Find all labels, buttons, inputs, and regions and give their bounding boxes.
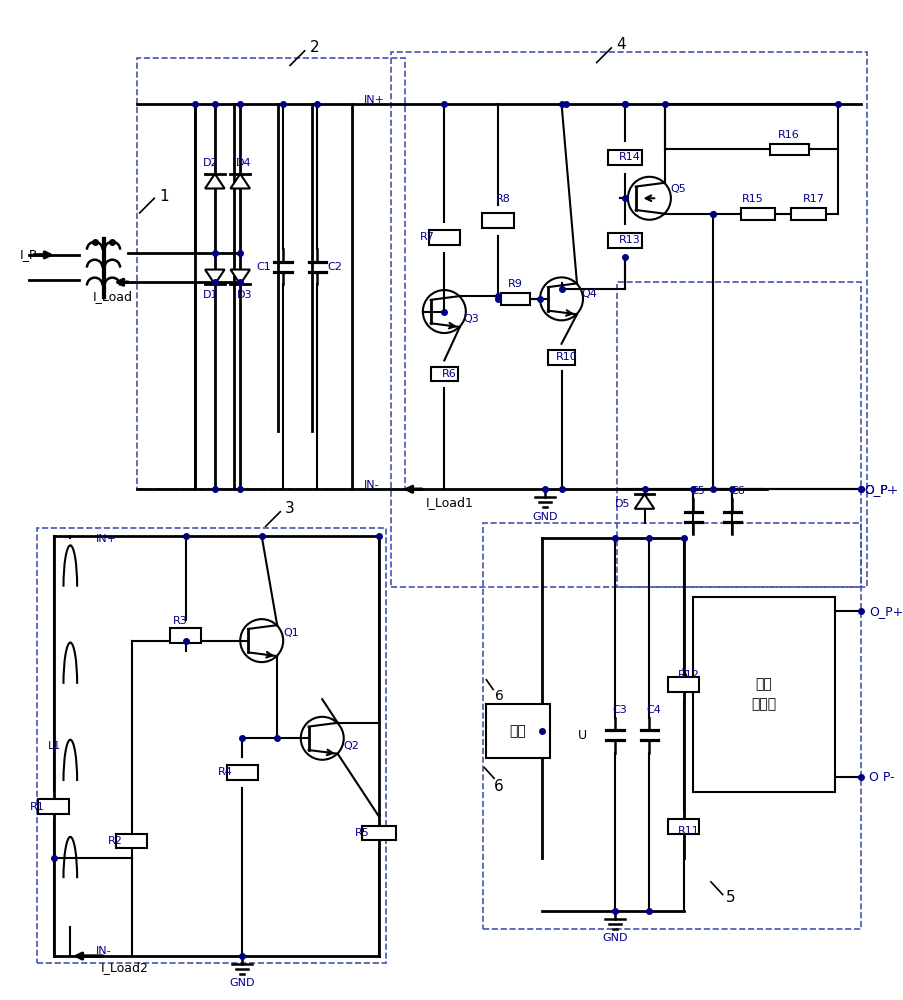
Bar bbox=[428, 230, 460, 245]
Text: O P-: O P- bbox=[868, 771, 894, 784]
Polygon shape bbox=[205, 174, 224, 189]
Text: IN-: IN- bbox=[96, 946, 111, 956]
Polygon shape bbox=[230, 270, 250, 284]
Bar bbox=[227, 765, 257, 780]
Text: L1: L1 bbox=[48, 741, 61, 751]
Bar bbox=[136, 58, 405, 489]
Text: IN-: IN- bbox=[364, 480, 379, 490]
Text: R13: R13 bbox=[619, 235, 640, 245]
Text: GND: GND bbox=[601, 933, 628, 943]
Bar bbox=[667, 819, 698, 834]
Bar bbox=[607, 233, 641, 248]
Bar bbox=[693, 597, 834, 792]
Bar bbox=[170, 628, 201, 643]
Bar bbox=[482, 213, 513, 228]
Text: R15: R15 bbox=[741, 194, 763, 204]
Bar bbox=[483, 523, 861, 929]
Text: D4: D4 bbox=[236, 158, 252, 168]
Text: R12: R12 bbox=[676, 670, 699, 680]
Text: 4: 4 bbox=[616, 37, 625, 52]
Bar bbox=[116, 834, 147, 848]
Text: O_P+: O_P+ bbox=[863, 483, 898, 496]
Text: R6: R6 bbox=[442, 369, 456, 379]
Text: C4: C4 bbox=[647, 705, 661, 715]
Text: D1: D1 bbox=[203, 290, 219, 300]
Text: 6: 6 bbox=[494, 779, 503, 794]
Text: 6: 6 bbox=[494, 689, 503, 703]
Text: D3: D3 bbox=[236, 290, 252, 300]
Text: R9: R9 bbox=[507, 279, 523, 289]
Text: D5: D5 bbox=[615, 499, 630, 509]
Text: Q1: Q1 bbox=[283, 628, 299, 638]
Text: GND: GND bbox=[229, 978, 255, 988]
Text: C2: C2 bbox=[327, 262, 342, 272]
Text: I_Load: I_Load bbox=[92, 290, 132, 303]
Text: U: U bbox=[578, 729, 587, 742]
Polygon shape bbox=[205, 270, 224, 284]
Text: D2: D2 bbox=[203, 158, 219, 168]
Text: Q2: Q2 bbox=[343, 741, 359, 751]
Text: 负载: 负载 bbox=[509, 724, 526, 738]
Text: O_P+: O_P+ bbox=[868, 605, 902, 618]
Text: O_P-: O_P- bbox=[863, 483, 891, 496]
Text: R8: R8 bbox=[495, 194, 510, 204]
Text: I_P: I_P bbox=[20, 248, 37, 261]
Bar bbox=[390, 52, 866, 587]
Bar bbox=[740, 208, 774, 220]
Polygon shape bbox=[634, 494, 654, 509]
Text: R5: R5 bbox=[355, 828, 369, 838]
Bar bbox=[617, 282, 861, 587]
Text: 3: 3 bbox=[284, 501, 294, 516]
Text: C5: C5 bbox=[690, 486, 705, 496]
Text: R16: R16 bbox=[777, 130, 799, 140]
Text: C1: C1 bbox=[256, 262, 271, 272]
Bar bbox=[430, 367, 458, 381]
Polygon shape bbox=[230, 174, 250, 189]
Text: 线性: 线性 bbox=[755, 678, 772, 692]
Text: Q4: Q4 bbox=[581, 289, 596, 299]
Text: R17: R17 bbox=[802, 194, 824, 204]
Text: C3: C3 bbox=[612, 705, 627, 715]
Text: R3: R3 bbox=[173, 616, 188, 626]
Text: I_Load2: I_Load2 bbox=[101, 961, 149, 974]
Text: R4: R4 bbox=[218, 767, 233, 777]
Bar bbox=[486, 704, 549, 758]
Bar bbox=[791, 208, 824, 220]
Text: IN+: IN+ bbox=[96, 534, 116, 544]
Text: Q5: Q5 bbox=[670, 184, 685, 194]
Bar bbox=[547, 350, 574, 365]
Text: R1: R1 bbox=[30, 802, 44, 812]
Text: 5: 5 bbox=[725, 890, 734, 905]
Text: I_Load1: I_Load1 bbox=[424, 496, 472, 509]
Text: 2: 2 bbox=[310, 40, 319, 55]
Text: 1: 1 bbox=[159, 189, 169, 204]
Bar bbox=[768, 144, 807, 155]
Text: C6: C6 bbox=[729, 486, 744, 496]
Text: R7: R7 bbox=[420, 232, 434, 242]
Bar bbox=[607, 150, 641, 165]
Text: R11: R11 bbox=[677, 826, 699, 836]
Text: GND: GND bbox=[532, 512, 557, 522]
Bar bbox=[500, 293, 530, 305]
Bar bbox=[361, 826, 396, 840]
Text: IN+: IN+ bbox=[364, 95, 385, 105]
Bar bbox=[37, 528, 386, 963]
Text: R2: R2 bbox=[107, 836, 123, 846]
Text: 降压器: 降压器 bbox=[750, 697, 776, 711]
Text: R10: R10 bbox=[555, 352, 577, 362]
Text: Q3: Q3 bbox=[463, 314, 479, 324]
Bar bbox=[667, 677, 698, 692]
Bar bbox=[38, 799, 70, 814]
Text: R14: R14 bbox=[619, 152, 640, 162]
